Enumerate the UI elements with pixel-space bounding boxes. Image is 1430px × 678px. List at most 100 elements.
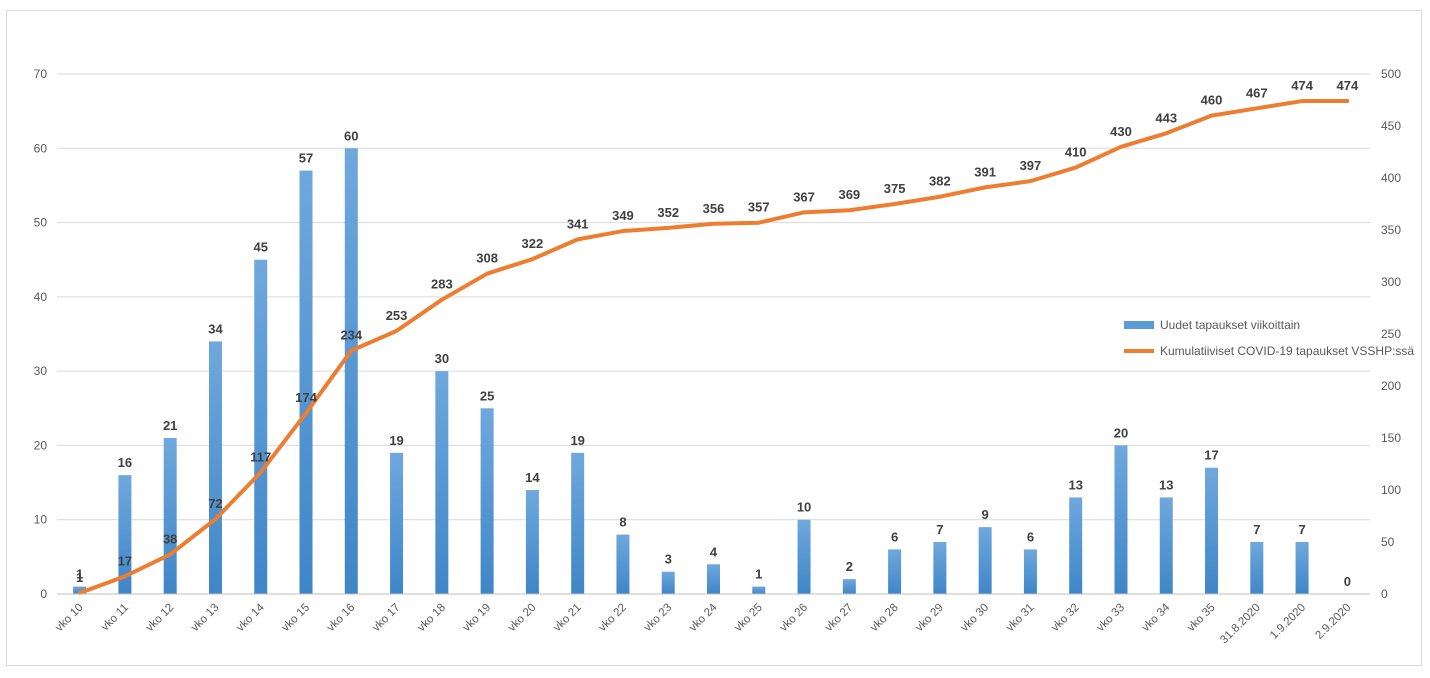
line-value-label: 308 xyxy=(476,251,498,266)
bar xyxy=(752,586,766,594)
x-tick-label: vko 25 xyxy=(732,602,764,634)
bar-value-label: 7 xyxy=(1298,522,1305,537)
x-tick-label: vko 14 xyxy=(234,601,267,634)
line-value-label: 474 xyxy=(1337,78,1359,93)
bar-value-label: 1 xyxy=(76,567,83,582)
bar-value-label: 8 xyxy=(619,515,626,530)
line-value-label: 322 xyxy=(522,236,544,251)
bar xyxy=(797,519,811,594)
bar xyxy=(842,579,856,594)
x-tick-label: 2.9.2020 xyxy=(1313,602,1353,642)
x-tick-label: vko 16 xyxy=(325,602,357,634)
line-value-label: 17 xyxy=(118,553,132,568)
bar xyxy=(661,571,675,594)
y-right-tick-label: 200 xyxy=(1381,379,1401,393)
bar-value-label: 20 xyxy=(1114,425,1128,440)
y-right-tick-label: 300 xyxy=(1381,275,1401,289)
line-value-label: 367 xyxy=(793,189,815,204)
bar-value-label: 9 xyxy=(982,507,989,522)
bar xyxy=(254,259,268,594)
bar-value-label: 19 xyxy=(389,433,403,448)
legend: Uudet tapaukset viikoittain Kumulatiivis… xyxy=(1124,318,1414,358)
x-tick-label: vko 12 xyxy=(144,602,176,634)
line-value-label: 234 xyxy=(340,328,362,343)
bar xyxy=(1159,497,1173,594)
x-tick-label: vko 28 xyxy=(868,602,900,634)
legend-bar-swatch xyxy=(1124,321,1154,329)
y-left-tick-label: 10 xyxy=(34,513,48,527)
bar-value-label: 30 xyxy=(435,351,449,366)
bar-value-label: 3 xyxy=(665,552,672,567)
legend-bar-label: Uudet tapaukset viikoittain xyxy=(1160,318,1300,332)
y-left-tick-label: 40 xyxy=(34,290,48,304)
bar-value-label: 17 xyxy=(1204,448,1218,463)
y-axis-right: 0 50 100 150 200 250 300 350 400 450 500 xyxy=(1381,67,1401,601)
y-right-tick-label: 100 xyxy=(1381,483,1401,497)
cumulative-line xyxy=(77,99,1350,595)
x-tick-label: vko 34 xyxy=(1140,601,1173,634)
bar xyxy=(1250,542,1264,594)
x-tick-label: vko 27 xyxy=(823,602,855,634)
legend-line-label: Kumulatiiviset COVID-19 tapaukset VSSHP:… xyxy=(1160,344,1414,358)
bar-value-label: 13 xyxy=(1159,477,1173,492)
line-value-label: 72 xyxy=(208,496,222,511)
x-tick-label: vko 29 xyxy=(914,602,946,634)
line-value-label: 38 xyxy=(163,531,177,546)
bar xyxy=(888,549,902,594)
x-tick-label: vko 24 xyxy=(687,601,720,634)
x-axis: vko 10 vko 11 vko 12 vko 13 vko 14 vko 15 vko … xyxy=(53,593,1370,647)
bar xyxy=(344,148,358,595)
bar-value-label: 13 xyxy=(1068,477,1082,492)
line-value-label: 430 xyxy=(1110,124,1132,139)
y-left-tick-label: 60 xyxy=(34,141,48,155)
y-axis-left: 0 10 20 30 40 50 60 70 xyxy=(34,67,48,601)
x-tick-label: vko 22 xyxy=(597,602,629,634)
bar-value-label: 6 xyxy=(891,529,898,544)
bar-value-label: 2 xyxy=(846,559,853,574)
line-value-label: 382 xyxy=(929,174,951,189)
bar xyxy=(118,475,132,594)
bar xyxy=(571,452,585,594)
line-value-label: 474 xyxy=(1291,78,1313,93)
x-tick-label: vko 30 xyxy=(959,602,991,634)
bar xyxy=(1205,467,1219,594)
x-tick-label: vko 13 xyxy=(189,602,221,634)
line-value-label: 391 xyxy=(974,164,996,179)
bar xyxy=(1295,542,1309,594)
line-value-label: 352 xyxy=(657,205,679,220)
x-tick-label: vko 19 xyxy=(461,602,493,634)
line-value-label: 410 xyxy=(1065,145,1087,160)
x-tick-label: vko 15 xyxy=(280,602,312,634)
line-value-label: 117 xyxy=(250,449,271,464)
bar xyxy=(480,408,494,594)
bar xyxy=(978,527,992,594)
x-tick-label: vko 31 xyxy=(1004,602,1036,634)
bar xyxy=(435,371,449,594)
bar-value-label: 6 xyxy=(1027,529,1034,544)
bar-value-label: 10 xyxy=(797,500,811,515)
y-left-tick-label: 50 xyxy=(34,216,48,230)
bar-value-label: 0 xyxy=(1344,574,1351,589)
line-value-label: 369 xyxy=(838,187,860,202)
line-value-label: 174 xyxy=(295,390,317,405)
bar xyxy=(299,170,313,595)
x-tick-label: vko 21 xyxy=(551,602,583,634)
x-tick-label: vko 11 xyxy=(99,602,131,634)
x-tick-label: vko 10 xyxy=(53,602,85,634)
line-value-label: 356 xyxy=(703,201,725,216)
line-value-label: 357 xyxy=(748,200,770,215)
bar-series xyxy=(73,148,1309,595)
y-right-tick-label: 500 xyxy=(1381,67,1401,81)
bar-value-label: 25 xyxy=(480,388,494,403)
line-value-label: 253 xyxy=(386,308,408,323)
bar-value-label: 57 xyxy=(299,151,313,166)
line-value-label: 341 xyxy=(567,216,589,231)
y-left-tick-label: 30 xyxy=(34,364,48,378)
x-tick-label: 31.8.2020 xyxy=(1218,602,1263,647)
y-left-tick-label: 20 xyxy=(34,438,48,452)
x-tick-label: vko 35 xyxy=(1185,602,1217,634)
line-value-label: 375 xyxy=(884,181,906,196)
chart-frame xyxy=(6,10,1422,666)
